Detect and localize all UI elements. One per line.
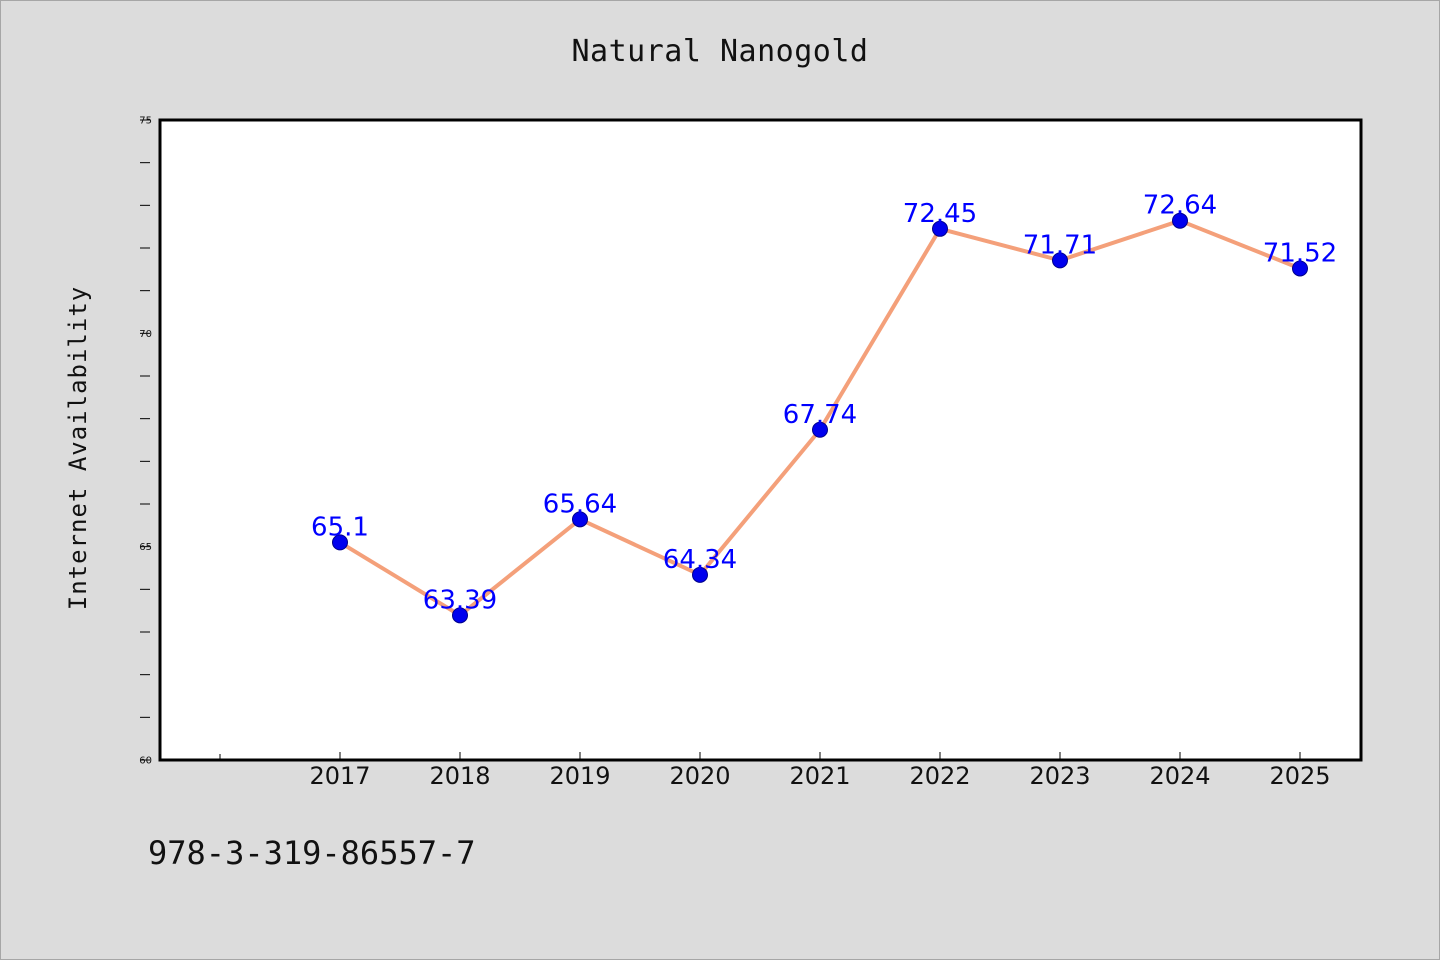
data-point	[812, 421, 828, 438]
data-label: 64.34	[663, 545, 737, 575]
x-tick-label: 2021	[789, 762, 850, 790]
x-tick-label: 2017	[309, 762, 370, 790]
x-tick-label: 2024	[1149, 762, 1210, 790]
data-label: 65.64	[543, 489, 617, 519]
data-point	[452, 607, 468, 624]
footer-isbn: 978-3-319-86557-7	[148, 834, 476, 872]
x-tick-label: 2020	[669, 762, 730, 790]
data-point	[1052, 252, 1068, 269]
y-tick-label: 60	[139, 756, 152, 767]
data-point	[572, 511, 588, 528]
data-label: 63.39	[423, 585, 497, 615]
data-point	[692, 566, 708, 583]
y-tick-label: 70	[139, 329, 152, 340]
data-label: 71.71	[1023, 230, 1097, 260]
x-tick-label: 2018	[429, 762, 490, 790]
marker-group	[332, 212, 1308, 624]
data-label: 72.64	[1143, 191, 1217, 221]
data-point	[1292, 260, 1308, 277]
x-axis-ticks: 2017 2018 2019 2020 2021 2022 2023 2024 2025	[219, 752, 1331, 790]
x-tick-label: 2022	[909, 762, 970, 790]
x-tick-label: 2019	[549, 762, 610, 790]
y-tick-label: 65	[139, 542, 152, 553]
x-tick-label: 2023	[1029, 762, 1090, 790]
chart-title: Natural Nanogold	[571, 34, 869, 69]
data-label: 72.45	[903, 199, 977, 229]
data-label: 67.74	[783, 400, 857, 430]
data-label-group: 65.1 63.39 65.64 64.34 67.74 72.45 71.71 72.64 7…	[311, 191, 1337, 616]
y-tick-label: 75	[139, 116, 152, 127]
data-point	[332, 534, 348, 551]
data-point	[932, 220, 948, 237]
data-point	[1172, 212, 1188, 229]
y-axis-ticks: 60 65 70 75	[139, 116, 152, 767]
data-label: 71.52	[1263, 238, 1337, 268]
data-label: 65.1	[311, 512, 369, 542]
x-tick-label: 2025	[1269, 762, 1330, 790]
